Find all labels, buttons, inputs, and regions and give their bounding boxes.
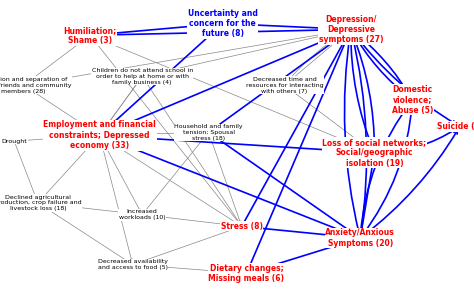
Text: Drought: Drought — [1, 138, 27, 144]
Text: Employment and financial
constraints; Depressed
economy (33): Employment and financial constraints; De… — [43, 120, 156, 150]
Text: Depression/
Depressive
symptoms (27): Depression/ Depressive symptoms (27) — [319, 14, 383, 44]
Text: Household and family
tension; Spousal
stress (18): Household and family tension; Spousal st… — [174, 124, 243, 141]
Text: Stress (8): Stress (8) — [221, 222, 263, 231]
Text: Loss of social networks;
Social/geographic
isolation (19): Loss of social networks; Social/geograph… — [322, 138, 427, 168]
Text: Domestic
violence;
Abuse (5): Domestic violence; Abuse (5) — [392, 85, 433, 115]
Text: Suicide (8): Suicide (8) — [437, 122, 474, 131]
Text: Decreased time and
resources for interacting
with others (7): Decreased time and resources for interac… — [246, 77, 323, 93]
Text: Decreased availability
and access to food (5): Decreased availability and access to foo… — [98, 259, 168, 270]
Text: Declined agricultural
production, crop failure and
livestock loss (18): Declined agricultural production, crop f… — [0, 195, 82, 211]
Text: Dietary changes;
Missing meals (6): Dietary changes; Missing meals (6) — [209, 264, 284, 283]
Text: Uncertainty and
concern for the
future (8): Uncertainty and concern for the future (… — [188, 9, 258, 39]
Text: Migration and separation of
family, friends and community
members (28): Migration and separation of family, frie… — [0, 77, 72, 93]
Text: Children do not attend school in
order to help at home or with
family business (: Children do not attend school in order t… — [91, 68, 193, 85]
Text: Increased
workloads (10): Increased workloads (10) — [119, 209, 165, 220]
Text: Anxiety/Anxious
Symptoms (20): Anxiety/Anxious Symptoms (20) — [325, 228, 395, 248]
Text: Humiliation;
Shame (3): Humiliation; Shame (3) — [64, 26, 117, 45]
